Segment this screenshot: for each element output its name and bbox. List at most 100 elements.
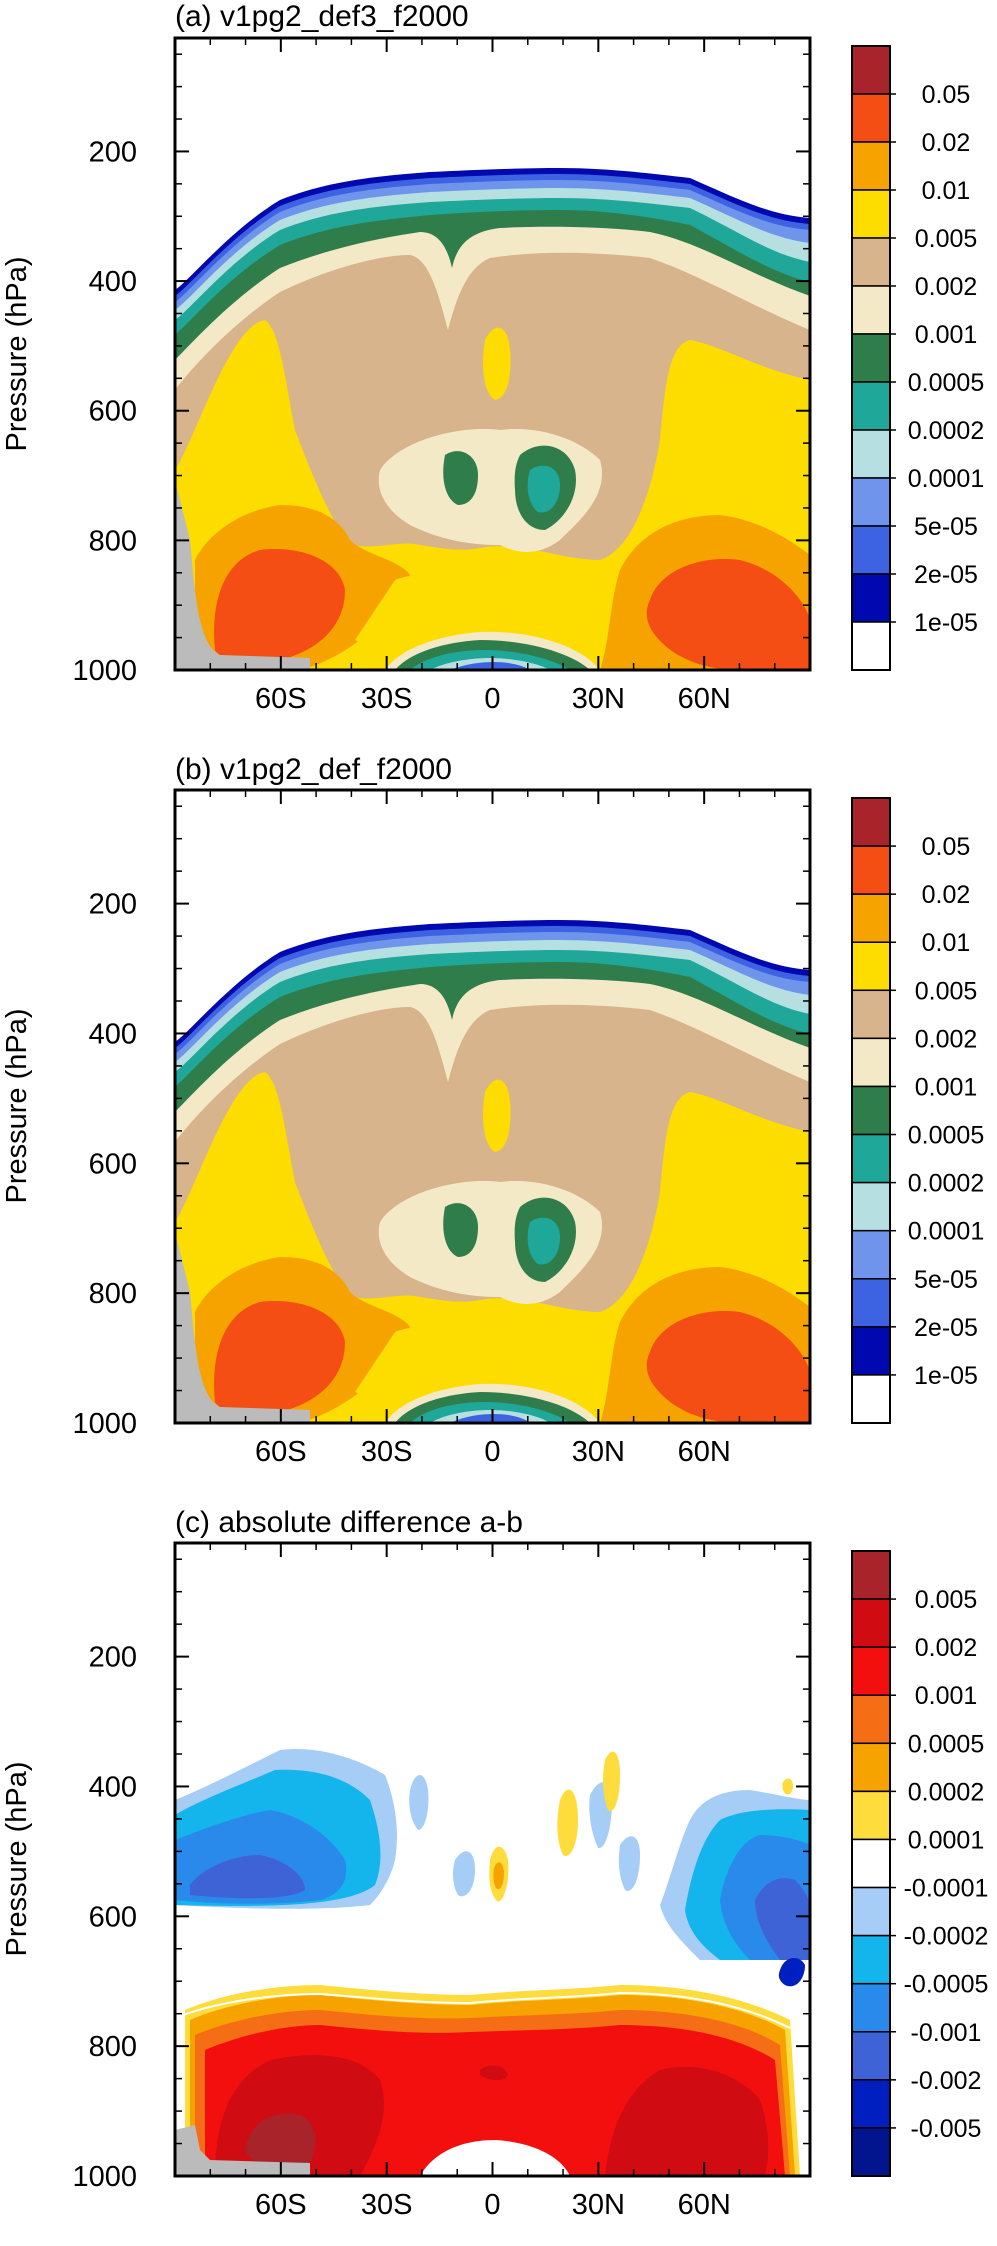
panel-a-colorbar-swatch — [851, 573, 891, 623]
panel-c-colorbar-label: 0.005 — [915, 1586, 978, 1614]
panel-c-colorbar-swatch — [851, 2079, 891, 2129]
panel-a-contours — [175, 38, 810, 670]
panel-b-colorbar-label: 0.002 — [915, 1025, 978, 1053]
panel-b-ytick-label: 600 — [89, 1148, 137, 1180]
panel-b-colorbar-swatch — [851, 1085, 891, 1136]
panel-b-ytick-label: 200 — [89, 889, 137, 921]
panel-a-axes: 60S 30S 0 30N 60N 200 400 600 800 1000 — [72, 38, 810, 715]
panel-a-colorbar-label: 0.001 — [915, 321, 978, 349]
panel-b-colorbar-swatch — [851, 1037, 891, 1088]
panel-b-xtick-label: 30N — [572, 1436, 625, 1468]
panel-b-ytick-label: 800 — [89, 1278, 137, 1310]
panel-b-colorbar-swatch — [851, 797, 891, 847]
panel-b-colorbar-swatch — [851, 1181, 891, 1232]
panel-a-colorbar-label: 0.0005 — [908, 369, 984, 397]
panel-b-colorbar: 0.05 0.02 0.01 0.005 0.002 0.001 0.0005 0.0002 0… — [851, 797, 984, 1424]
panel-b-colorbar-swatch — [851, 989, 891, 1040]
panel-c-ylabel: Pressure (hPa) — [1, 1761, 33, 1956]
panel-b-colorbar-label: 5e-05 — [914, 1266, 978, 1294]
panel-c-colorbar-swatch — [851, 1694, 891, 1745]
panel-b-colorbar-swatch — [851, 1229, 891, 1280]
panel-a-colorbar-swatch — [851, 237, 891, 287]
panel-a-colorbar-frame — [851, 45, 891, 671]
panel-a-colorbar-swatch — [851, 189, 891, 239]
panel-b-ylabel: Pressure (hPa) — [1, 1008, 33, 1203]
panel-c-xtick-label: 60S — [255, 2189, 307, 2221]
panel-c-colorbar-label: -0.0001 — [904, 1875, 989, 1903]
panel-c-colorbar-label: -0.0005 — [904, 1971, 989, 1999]
panel-a-colorbar-swatch — [851, 429, 891, 479]
panel-b-colorbar-swatch — [851, 893, 891, 943]
panel-a-colorbar-swatch — [851, 333, 891, 383]
panel-a-colorbar-swatch — [851, 93, 891, 143]
panel-a-colorbar-swatch — [851, 381, 891, 431]
panel-a-colorbar-label: 0.0002 — [908, 417, 984, 445]
panel-c-colorbar-label: 0.001 — [915, 1682, 978, 1710]
panel-b-xtick-label: 30S — [361, 1436, 413, 1468]
panel-c-colorbar-swatch — [851, 1982, 891, 2033]
panel-b-colorbar-swatch — [851, 1133, 891, 1184]
panel-a-colorbar-label: 0.0001 — [908, 465, 984, 493]
panel-a-colorbar-label: 5e-05 — [914, 513, 978, 541]
panel-b-xtick-label: 60N — [678, 1436, 731, 1468]
panel-c-ytick-label: 400 — [89, 1771, 137, 1803]
panel-c: (c) absolute difference a-b — [1, 1506, 988, 2221]
panel-a-colorbar-label: 2e-05 — [914, 561, 978, 589]
panel-a: (a) v1pg2_def3_f2000 — [1, 0, 984, 715]
panel-c-colorbar-swatch — [851, 2031, 891, 2081]
panel-c-colorbar-swatch — [851, 1550, 891, 1600]
panel-c-colorbar-swatch — [851, 1742, 891, 1793]
panel-c-colorbar-swatch — [851, 2127, 891, 2177]
panel-a-colorbar-label: 0.005 — [915, 225, 978, 253]
panel-a-ytick-label: 1000 — [72, 655, 137, 687]
panel-b-ytick-label: 1000 — [72, 1408, 137, 1440]
panel-b-colorbar-swatch — [851, 845, 891, 895]
panel-a-colorbar-label: 1e-05 — [914, 609, 978, 637]
panel-b-ytick-label: 400 — [89, 1018, 137, 1050]
panel-c-axes: 60S 30S 0 30N 60N 200 400 600 800 1000 — [72, 1543, 810, 2221]
panel-c-colorbar-label: -0.0002 — [904, 1923, 989, 1951]
panel-c-colorbar-label: -0.002 — [911, 2067, 982, 2095]
panel-c-ytick-label: 800 — [89, 2031, 137, 2063]
panel-c-colorbar-label: -0.001 — [911, 2019, 982, 2047]
panel-b-colorbar-label: 0.0002 — [908, 1170, 984, 1198]
panel-c-title: (c) absolute difference a-b — [175, 1506, 523, 1539]
panel-c-colorbar-label: 0.0001 — [908, 1826, 984, 1854]
panel-c-xtick-label: 0 — [484, 2189, 500, 2221]
panel-b-colorbar-label: 0.005 — [915, 977, 978, 1005]
panel-b-colorbar-label: 0.0005 — [908, 1122, 984, 1150]
panel-b-xtick-label: 60S — [255, 1436, 307, 1468]
panel-b-title: (b) v1pg2_def_f2000 — [175, 753, 452, 786]
panel-b-colorbar-label: 0.001 — [915, 1073, 978, 1101]
panel-c-xtick-label: 30N — [572, 2189, 625, 2221]
panel-a-ytick-label: 600 — [89, 396, 137, 428]
panel-b-colorbar-label: 0.05 — [922, 833, 971, 861]
panel-b-colorbar-label: 1e-05 — [914, 1362, 978, 1390]
panel-b-contours — [175, 790, 810, 1423]
panel-a-xtick-label: 60N — [678, 683, 731, 715]
panel-a-colorbar-label: 0.02 — [922, 129, 971, 157]
panel-a-xtick-label: 30N — [572, 683, 625, 715]
panel-a-colorbar-label: 0.05 — [922, 81, 971, 109]
panel-a-colorbar-label: 0.002 — [915, 273, 978, 301]
panel-a-colorbar-swatch — [851, 141, 891, 191]
panel-c-colorbar-label: 0.0002 — [908, 1778, 984, 1806]
panel-a-colorbar: 0.05 0.02 0.01 0.005 0.002 0.001 0.0005 0.0002 0… — [851, 45, 984, 671]
panel-c-xtick-label: 30S — [361, 2189, 413, 2221]
panel-c-colorbar-label: 0.002 — [915, 1634, 978, 1662]
panel-b: (b) v1pg2_def_f2000 — [1, 753, 984, 1468]
panel-c-colorbar-label: 0.0005 — [908, 1730, 984, 1758]
panel-c-colorbar: 0.005 0.002 0.001 0.0005 0.0002 0.0001 -0.0001… — [851, 1550, 989, 2177]
panel-a-colorbar-swatch — [851, 621, 891, 671]
panel-b-colorbar-label: 0.02 — [922, 881, 971, 909]
panel-a-ytick-label: 200 — [89, 136, 137, 168]
panel-c-contours — [175, 1543, 810, 2176]
panel-c-colorbar-swatch — [851, 1886, 891, 1937]
panel-c-colorbar-frame — [851, 1550, 891, 2177]
panel-c-xtick-label: 60N — [678, 2189, 731, 2221]
panel-c-colorbar-swatch — [851, 1838, 891, 1889]
panel-a-xtick-label: 0 — [484, 683, 500, 715]
panel-c-ytick-label: 200 — [89, 1642, 137, 1674]
panel-c-ytick-label: 1000 — [72, 2161, 137, 2193]
